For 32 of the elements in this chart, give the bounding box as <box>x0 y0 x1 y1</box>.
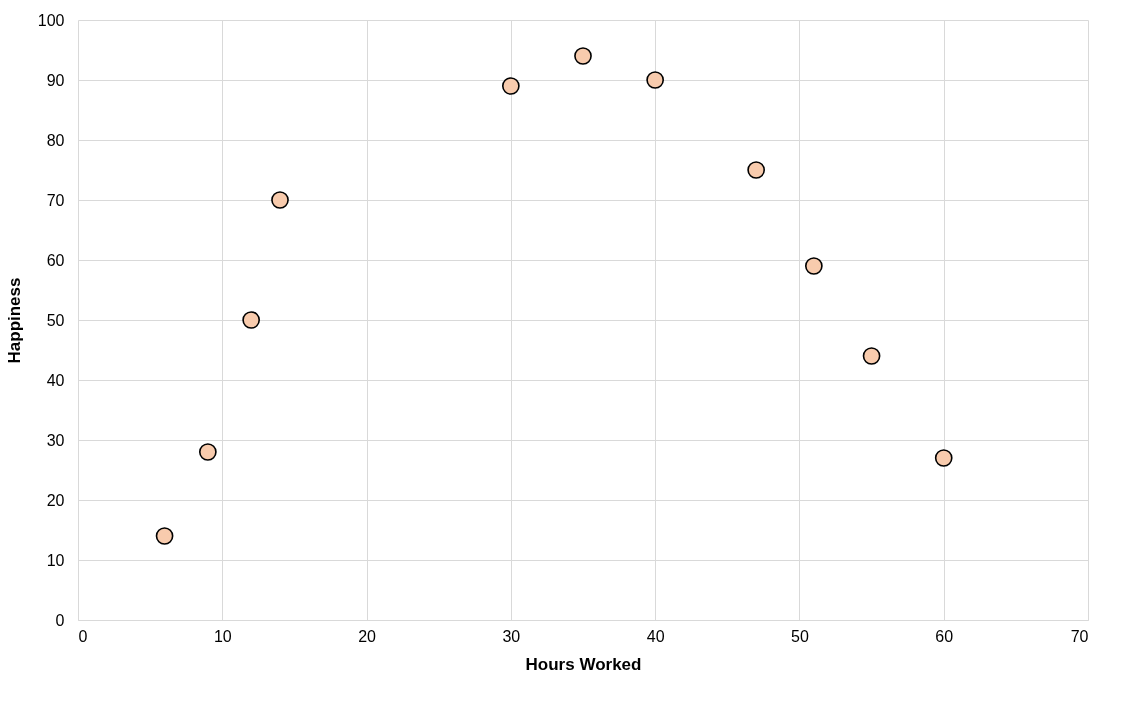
y-tick-label: 0 <box>55 611 65 629</box>
point <box>502 77 520 95</box>
y-tick-label: 40 <box>46 371 65 389</box>
y-tick-label: 30 <box>46 431 65 449</box>
y-tick-label: 70 <box>46 191 65 209</box>
point <box>271 191 289 209</box>
y-tick-label: 50 <box>46 311 65 329</box>
x-tick-label: 60 <box>935 627 954 645</box>
point <box>747 161 765 179</box>
y-axis-title: Happiness <box>4 277 24 364</box>
point <box>646 71 664 89</box>
x-tick-label: 0 <box>78 627 88 645</box>
point <box>805 257 823 275</box>
point <box>574 47 592 65</box>
x-tick-label: 30 <box>502 627 521 645</box>
x-tick-label: 70 <box>1070 627 1089 645</box>
y-tick-label: 100 <box>37 11 65 29</box>
x-tick-label: 20 <box>358 627 377 645</box>
x-tick-label: 10 <box>213 627 232 645</box>
x-axis-title: Hours Worked <box>525 654 642 674</box>
point <box>155 527 174 545</box>
point <box>862 347 881 365</box>
y-tick-label: 80 <box>46 131 65 149</box>
x-tick-label: 40 <box>646 627 665 645</box>
point <box>934 449 953 467</box>
y-tick-label: 90 <box>46 71 65 89</box>
y-tick-label: 10 <box>46 551 65 569</box>
x-tick-label: 50 <box>791 627 809 645</box>
point <box>199 443 217 461</box>
y-tick-label: 20 <box>46 491 65 509</box>
y-tick-label: 60 <box>46 251 65 269</box>
point <box>242 311 260 329</box>
